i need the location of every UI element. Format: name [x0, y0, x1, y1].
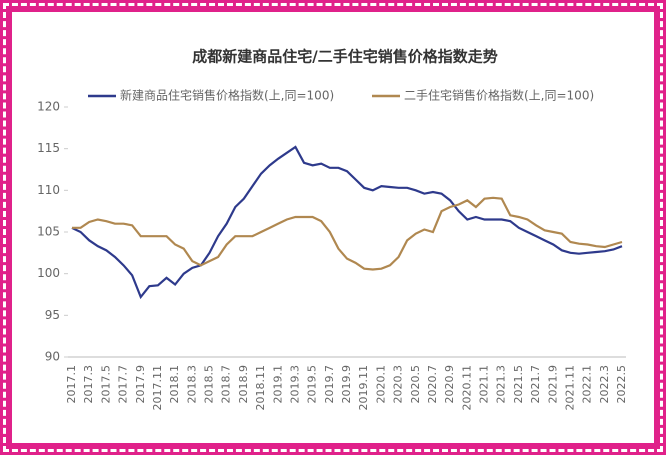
y-tick-label: 90	[45, 350, 60, 364]
x-tick-label: 2018.3	[185, 365, 198, 404]
x-tick-label: 2017.9	[134, 365, 147, 404]
x-tick-label: 2018.9	[237, 365, 250, 404]
panel	[12, 12, 654, 443]
x-tick-label: 2020.7	[426, 365, 439, 404]
y-tick-label: 95	[45, 308, 60, 322]
x-tick-label: 2018.11	[254, 365, 267, 411]
x-tick-label: 2017.3	[82, 365, 95, 404]
x-tick-label: 2019.1	[271, 365, 284, 404]
series-line	[71, 145, 623, 300]
x-tick-label: 2020.1	[374, 365, 387, 404]
x-tick-label: 2018.5	[203, 365, 216, 404]
x-tick-label: 2017.5	[99, 365, 112, 404]
x-tick-label: 2017.11	[151, 365, 164, 411]
y-tick-label: 100	[37, 266, 60, 280]
y-tick-label: 110	[37, 183, 60, 197]
x-tick-label: 2020.9	[443, 365, 456, 404]
x-tick-label: 2021.7	[529, 365, 542, 404]
y-tick-label: 120	[37, 100, 60, 114]
x-tick-label: 2021.1	[478, 365, 491, 404]
x-tick-label: 2019.5	[306, 365, 319, 404]
x-tick-label: 2017.7	[117, 365, 130, 404]
x-tick-label: 2019.3	[288, 365, 301, 404]
y-tick-label: 115	[37, 141, 60, 155]
chart-title: 成都新建商品住宅/二手住宅销售价格指数走势	[192, 48, 497, 66]
x-tick-label: 2018.7	[220, 365, 233, 404]
x-tick-label: 2020.3	[392, 365, 405, 404]
legend-label: 新建商品住宅销售价格指数(上,同=100)	[120, 88, 334, 103]
x-tick-label: 2022.3	[598, 365, 611, 404]
x-tick-label: 2021.5	[512, 365, 525, 404]
x-tick-label: 2021.11	[563, 365, 576, 411]
y-tick-label: 105	[37, 225, 60, 239]
border	[3, 3, 663, 452]
series-line	[72, 196, 623, 271]
x-tick-label: 2022.1	[581, 365, 594, 404]
x-tick-label: 2017.1	[65, 365, 78, 404]
x-tick-label: 2019.11	[357, 365, 370, 411]
x-tick-label: 2020.5	[409, 365, 422, 404]
x-tick-label: 2020.11	[460, 365, 473, 411]
x-tick-label: 2021.9	[546, 365, 559, 404]
legend-label: 二手住宅销售价格指数(上,同=100)	[404, 88, 594, 103]
x-tick-label: 2019.7	[323, 365, 336, 404]
x-tick-label: 2018.1	[168, 365, 181, 404]
x-tick-label: 2022.5	[615, 365, 628, 404]
x-tick-label: 2021.3	[495, 365, 508, 404]
x-tick-label: 2019.9	[340, 365, 353, 404]
